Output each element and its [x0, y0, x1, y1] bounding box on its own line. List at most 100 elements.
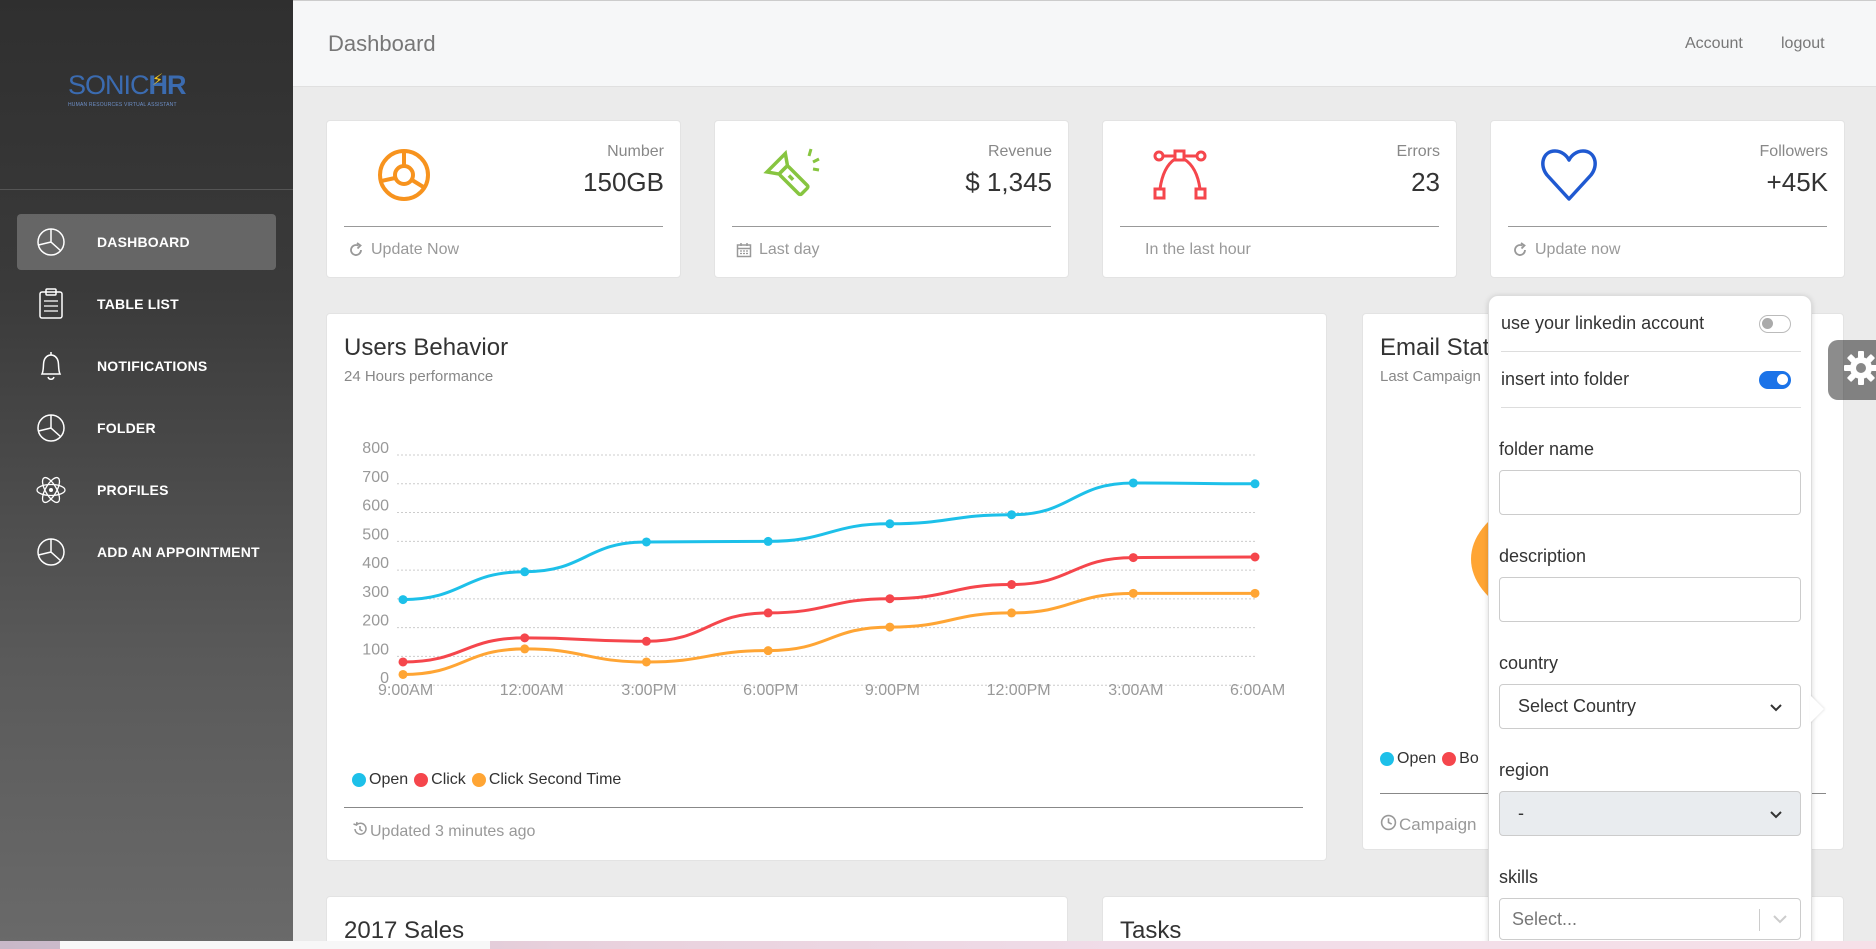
account-link[interactable]: Account: [1685, 35, 1743, 52]
sidebar-item-label: PROFILES: [97, 482, 169, 498]
y-tick-label: 700: [362, 469, 389, 486]
country-label: country: [1499, 653, 1559, 673]
data-point: [885, 594, 895, 604]
logo-hr: HR: [148, 70, 187, 100]
logout-link[interactable]: logout: [1781, 35, 1825, 52]
history-icon: [352, 821, 368, 842]
folder-toggle-row: insert into folder: [1501, 352, 1801, 408]
page-title: Dashboard: [328, 31, 436, 56]
region-select[interactable]: -: [1499, 791, 1801, 836]
legend-item-click: Click: [414, 771, 466, 789]
heart-icon: [1539, 145, 1599, 205]
refresh-icon: [347, 241, 365, 259]
sidebar-item-table-list[interactable]: TABLE LIST: [17, 276, 276, 332]
series-line-2: [402, 591, 1255, 676]
legend-dot: [352, 773, 366, 787]
data-point: [398, 669, 408, 679]
data-point: [763, 608, 773, 618]
legend-dot: [1380, 752, 1394, 766]
settings-toggle-tab[interactable]: [1828, 340, 1876, 400]
stat-value: $ 1,345: [965, 167, 1052, 197]
multiselect-placeholder: Select...: [1512, 908, 1578, 929]
y-tick-label: 200: [362, 613, 389, 630]
stat-footer-text: Update now: [1535, 241, 1621, 258]
linkedin-toggle[interactable]: [1759, 314, 1791, 333]
stat-footer[interactable]: Last day: [735, 241, 819, 259]
data-point: [885, 622, 895, 632]
legend-dot: [1442, 752, 1457, 766]
stat-footer-text: Update Now: [371, 241, 460, 258]
toggle-label: insert into folder: [1501, 369, 1630, 389]
data-point: [641, 657, 651, 667]
logo-tagline: HUMAN RESOURCES VIRTUAL ASSISTANT: [68, 102, 177, 108]
x-tick-label: 6:00PM: [743, 682, 798, 699]
data-point: [1128, 553, 1138, 563]
sidebar-divider: [0, 189, 293, 190]
data-point: [1007, 580, 1017, 590]
data-point: [885, 519, 895, 529]
chevron-down-icon: [1770, 696, 1782, 717]
line-chart: 800 700 600 500 400 300 200 100 09:00AM 12:00AM 3:…: [362, 440, 1285, 699]
legend-item-bounce: Bo: [1442, 750, 1479, 768]
sidebar-item-label: DASHBOARD: [97, 234, 190, 250]
divider: [1759, 909, 1760, 931]
data-point: [1250, 588, 1260, 598]
chevron-down-icon: [1770, 803, 1782, 824]
data-point: [641, 537, 651, 547]
divider: [1120, 226, 1439, 227]
clipboard-icon: [35, 288, 67, 320]
stat-card-followers: Followers +45K Update now: [1490, 120, 1845, 278]
stat-value: +45K: [1766, 167, 1828, 197]
sidebar-item-dashboard[interactable]: DASHBOARD: [17, 214, 276, 270]
folder-toggle[interactable]: [1759, 370, 1791, 389]
country-select[interactable]: Select Country: [1499, 684, 1801, 729]
legend-label: Bo: [1459, 750, 1479, 767]
skills-multiselect[interactable]: Select...: [1499, 898, 1801, 940]
users-behavior-panel: Users Behavior 24 Hours performance 800 7…: [326, 313, 1327, 861]
y-tick-label: 500: [362, 526, 389, 543]
sidebar-item-label: FOLDER: [97, 420, 156, 436]
data-point: [520, 633, 530, 643]
sidebar-item-profiles[interactable]: PROFILES: [17, 462, 276, 518]
data-point: [1250, 552, 1260, 562]
calendar-icon: [735, 241, 753, 259]
legend-dot: [414, 773, 429, 787]
app-logo[interactable]: SONICHR ⚡ HUMAN RESOURCES VIRTUAL ASSIST…: [68, 70, 198, 118]
stat-card-errors: Errors 23 In the last hour: [1102, 120, 1457, 278]
pie-chart-icon: [35, 536, 67, 568]
legend-label: Open: [1397, 750, 1437, 767]
sidebar-item-label: TABLE LIST: [97, 296, 179, 312]
panel-title: Email Stat: [1380, 334, 1490, 361]
page-bottom-strip: [0, 941, 1876, 949]
series-line-1: [402, 555, 1256, 664]
vector-icon: [1151, 145, 1211, 205]
sidebar-item-folder[interactable]: FOLDER: [17, 400, 276, 456]
sidebar-item-add-appointment[interactable]: ADD AN APPOINTMENT: [17, 524, 276, 580]
description-input[interactable]: [1499, 577, 1801, 622]
stat-footer[interactable]: Update Now: [347, 241, 459, 259]
pie-chart-icon: [35, 412, 67, 444]
stat-footer[interactable]: Update now: [1511, 241, 1620, 259]
dropdown-pointer: [1810, 695, 1824, 723]
logo-sonic: SONIC: [68, 70, 150, 100]
x-tick-label: 12:00AM: [500, 682, 564, 699]
sidebar-item-notifications[interactable]: NOTIFICATIONS: [17, 338, 276, 394]
gear-icon: [1843, 350, 1876, 391]
data-point: [398, 595, 408, 605]
y-tick-label: 0: [380, 670, 389, 687]
bell-icon: [35, 350, 67, 382]
data-point: [763, 646, 773, 656]
chart-icon: [375, 145, 435, 205]
stat-label: Number: [607, 143, 664, 160]
chevron-down-icon: [1772, 909, 1788, 934]
y-tick-label: 400: [362, 555, 389, 572]
legend-label: Click Second Time: [488, 771, 622, 788]
lightning-icon: ⚡: [152, 72, 164, 89]
sidebar-nav: DASHBOARD TABLE LIST NOTIFICATIONS FOLDE…: [17, 214, 276, 586]
folder-name-input[interactable]: [1499, 470, 1801, 515]
stat-card-number: Number 150GB Update Now: [326, 120, 681, 278]
stat-card-revenue: Revenue $ 1,345 Last day: [714, 120, 1069, 278]
sidebar-item-label: ADD AN APPOINTMENT: [97, 544, 260, 560]
atom-icon: [35, 474, 67, 506]
data-point: [641, 636, 651, 646]
